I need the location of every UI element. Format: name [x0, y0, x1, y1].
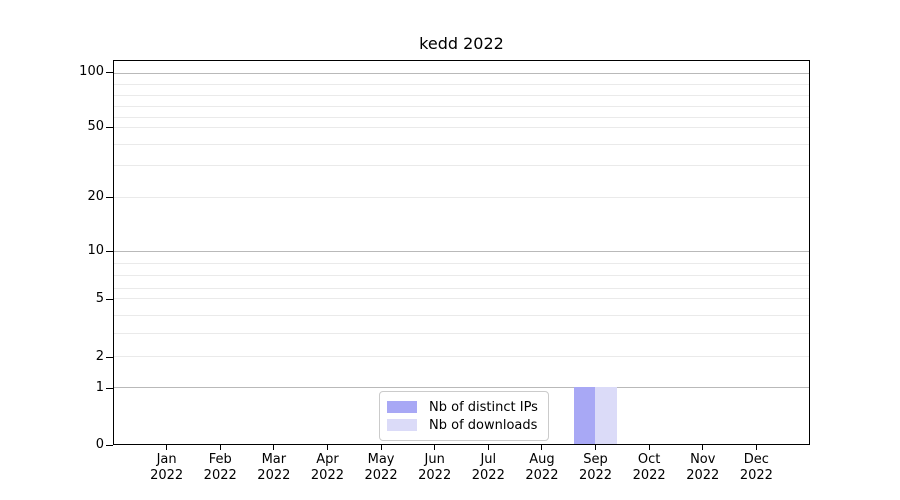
- gridline-minor: [114, 274, 809, 276]
- x-tick-mark: [702, 445, 704, 450]
- x-tick-mark: [219, 445, 221, 450]
- y-tick-label-20: 20: [87, 188, 104, 204]
- y-tick-mark: [106, 250, 113, 252]
- x-tick-label-jan: Jan 2022: [150, 452, 184, 483]
- bar-nb-of-distinct-ips-sep-2022: [573, 387, 596, 444]
- x-tick-label-may: May 2022: [364, 452, 398, 483]
- gridline-minor: [114, 105, 809, 107]
- chart-title: kedd 2022: [419, 34, 504, 53]
- gridline-minor: [114, 116, 809, 118]
- x-tick-mark: [434, 445, 436, 450]
- x-tick-mark: [595, 445, 597, 450]
- y-tick-mark: [106, 356, 113, 358]
- x-tick-mark: [541, 445, 543, 450]
- x-tick-mark: [166, 445, 168, 450]
- x-tick-label-jul: Jul 2022: [471, 452, 505, 483]
- gridlines-layer: [114, 61, 809, 444]
- legend-item-distinct-ips: Nb of distinct IPs: [387, 398, 538, 416]
- y-tick-mark: [106, 71, 113, 73]
- legend-swatch-distinct-ips: [387, 401, 417, 413]
- legend: Nb of distinct IPs Nb of downloads: [379, 391, 549, 441]
- gridline-y-1: [114, 387, 809, 389]
- legend-label-distinct-ips: Nb of distinct IPs: [429, 399, 538, 415]
- gridline-y-10: [114, 250, 809, 252]
- x-tick-label-feb: Feb 2022: [203, 452, 237, 483]
- gridline-y-2: [114, 356, 809, 358]
- x-tick-mark: [273, 445, 275, 450]
- x-tick-mark: [326, 445, 328, 450]
- gridline-minor: [114, 262, 809, 264]
- gridline-minor: [114, 83, 809, 85]
- x-tick-label-mar: Mar 2022: [257, 452, 291, 483]
- x-tick-label-sep: Sep 2022: [578, 452, 613, 483]
- gridline-y-50: [114, 127, 809, 129]
- gridline-y-5: [114, 298, 809, 300]
- y-tick-label-50: 50: [87, 118, 104, 134]
- x-tick-mark: [487, 445, 489, 450]
- x-tick-mark: [755, 445, 757, 450]
- y-tick-mark: [106, 298, 113, 300]
- y-tick-label-1: 1: [95, 379, 104, 395]
- y-tick-label-10: 10: [87, 242, 104, 258]
- y-tick-label-100: 100: [79, 63, 104, 79]
- x-tick-label-aug: Aug 2022: [525, 452, 559, 483]
- gridline-minor: [114, 332, 809, 334]
- gridline-y-100: [114, 72, 809, 74]
- gridline-minor: [114, 143, 809, 145]
- y-tick-label-5: 5: [95, 290, 104, 306]
- gridline-minor: [114, 94, 809, 96]
- x-tick-mark: [648, 445, 650, 450]
- x-tick-mark: [380, 445, 382, 450]
- plot-area: Nb of distinct IPs Nb of downloads: [113, 60, 810, 445]
- y-tick-label-0: 0: [95, 437, 104, 452]
- y-tick-mark: [106, 387, 113, 389]
- x-tick-label-jun: Jun 2022: [418, 452, 452, 483]
- x-tick-label-dec: Dec 2022: [739, 452, 773, 483]
- gridline-minor: [114, 314, 809, 316]
- legend-label-downloads: Nb of downloads: [429, 417, 538, 433]
- legend-item-downloads: Nb of downloads: [387, 416, 538, 434]
- x-tick-label-apr: Apr 2022: [310, 452, 344, 483]
- gridline-minor: [114, 287, 809, 289]
- bar-nb-of-downloads-sep-2022: [595, 387, 617, 444]
- y-tick-mark: [106, 126, 113, 128]
- x-tick-label-nov: Nov 2022: [686, 452, 720, 483]
- gridline-y-20: [114, 197, 809, 198]
- legend-swatch-downloads: [387, 419, 417, 431]
- y-tick-label-2: 2: [95, 348, 104, 364]
- y-tick-mark: [106, 196, 113, 198]
- x-tick-label-oct: Oct 2022: [632, 452, 666, 483]
- y-tick-mark: [106, 445, 113, 446]
- bars-layer: [114, 61, 809, 444]
- gridline-minor: [114, 165, 809, 167]
